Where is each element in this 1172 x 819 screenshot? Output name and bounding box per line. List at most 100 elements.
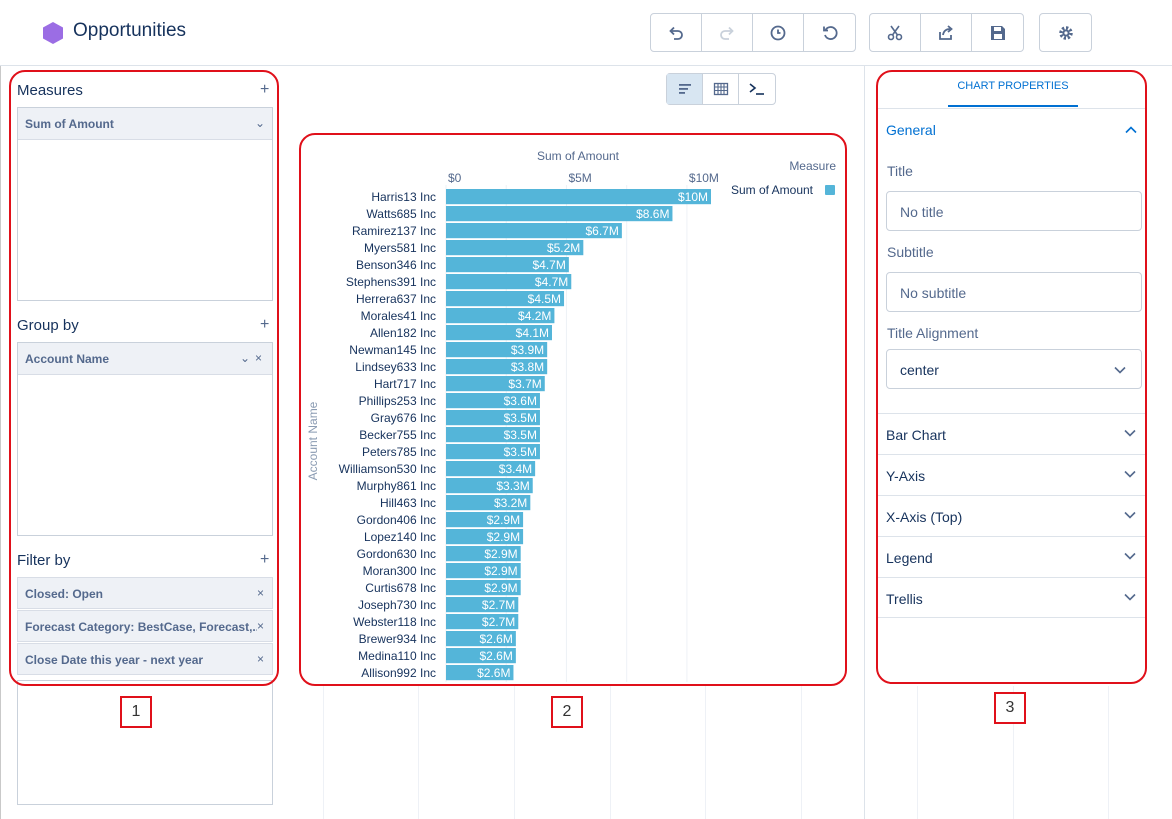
bar[interactable] [446,461,536,477]
bar[interactable] [446,223,622,239]
add-group-button[interactable]: + [260,316,270,333]
annotation-number-2: 2 [551,696,583,728]
chart-view-button[interactable] [667,74,703,104]
category-label: Becker755 Inc [359,428,436,442]
group-by-drop-zone: Account Name ⌄ × [17,342,273,536]
data-label: $3.9M [511,343,544,357]
group-pill[interactable]: Account Name ⌄ × [18,343,272,375]
filter-pill[interactable]: Closed: Open × [17,577,273,609]
accordion-x-axis[interactable]: X-Axis (Top) [877,495,1147,536]
close-icon[interactable]: × [255,351,263,365]
bar[interactable] [446,631,516,647]
close-icon[interactable]: × [256,586,264,600]
title-input[interactable]: No title [886,191,1142,231]
category-label: Medina110 Inc [358,649,436,663]
accordion-legend[interactable]: Legend [877,536,1147,577]
redo-button[interactable] [702,14,753,51]
accordion-general-label[interactable]: General [886,122,936,138]
cut-button[interactable] [870,14,921,51]
close-icon[interactable]: × [256,652,264,666]
bar[interactable] [446,410,540,426]
table-view-button[interactable] [703,74,739,104]
bar[interactable] [446,614,519,630]
page-title: Opportunities [73,20,187,41]
filter-pill[interactable]: Forecast Category: BestCase, Forecast,..… [17,610,273,642]
bar[interactable] [446,206,673,222]
data-label: $3.7M [508,377,541,391]
grid-line [323,686,324,819]
bar[interactable] [446,529,524,545]
legend-swatch[interactable] [825,185,835,195]
data-label: $2.6M [480,632,513,646]
category-label: Herrera637 Inc [356,292,436,306]
bar[interactable] [446,444,540,460]
reset-button[interactable] [804,14,855,51]
bar[interactable] [446,478,533,494]
bar[interactable] [446,274,572,290]
chevron-up-icon[interactable] [1124,123,1138,137]
accordion-trellis[interactable]: Trellis [877,577,1147,618]
data-label: $2.9M [487,513,520,527]
category-label: Webster118 Inc [353,615,436,629]
bar[interactable] [446,359,548,375]
hexagon-logo-icon [43,22,63,44]
measure-pill[interactable]: Sum of Amount ⌄ [18,108,272,140]
chevron-down-icon [1124,429,1136,437]
category-label: Brewer934 Inc [359,632,436,646]
bar[interactable] [446,495,531,511]
bar[interactable] [446,393,540,409]
bar[interactable] [446,546,521,562]
bar[interactable] [446,512,524,528]
close-icon[interactable]: × [256,619,264,633]
query-view-button[interactable] [739,74,775,104]
bar[interactable] [446,580,521,596]
filter-label: Close Date this year - next year [25,653,204,667]
category-label: Williamson530 Inc [339,462,436,476]
bar[interactable] [446,257,569,273]
subtitle-input[interactable]: No subtitle [886,272,1142,312]
y-axis-title: Account Name [306,401,320,480]
category-label: Hill463 Inc [380,496,436,510]
x-tick-label: $5M [568,171,591,185]
chevron-down-icon[interactable]: ⌄ [255,116,266,130]
bar[interactable] [446,342,548,358]
bar[interactable] [446,427,540,443]
bar[interactable] [446,189,711,205]
grid-line [705,686,706,819]
group-by-label: Group by [17,317,79,334]
category-label: Lindsey633 Inc [355,360,436,374]
bar[interactable] [446,648,516,664]
data-label: $6.7M [586,224,619,238]
history-icon [770,25,786,40]
save-button[interactable] [972,14,1023,51]
add-measure-button[interactable]: + [260,81,270,98]
bar[interactable] [446,665,514,681]
filter-pill[interactable]: Close Date this year - next year × [17,643,273,675]
bar[interactable] [446,240,584,256]
tab-chart-properties[interactable]: CHART PROPERTIES [948,80,1078,107]
share-icon [939,24,953,40]
save-icon [990,25,1005,40]
bar[interactable] [446,597,519,613]
data-label: $3.8M [511,360,544,374]
bar[interactable] [446,308,555,324]
bar[interactable] [446,376,545,392]
add-filter-button[interactable]: + [260,551,270,568]
measure-label: Sum of Amount [25,117,114,131]
history-button[interactable] [753,14,804,51]
category-label: Benson346 Inc [356,258,436,272]
chevron-down-icon[interactable]: ⌄ [240,351,251,365]
settings-button[interactable] [1040,14,1091,51]
data-label: $3.5M [504,428,537,442]
bar[interactable] [446,563,521,579]
accordion-bar-chart[interactable]: Bar Chart [877,413,1147,454]
action-toolbar [869,13,1024,52]
undo-button[interactable] [651,14,702,51]
filter-label: Forecast Category: BestCase, Forecast,..… [25,620,263,634]
chevron-down-icon [1124,511,1136,519]
bar[interactable] [446,291,565,307]
share-button[interactable] [921,14,972,51]
accordion-y-axis[interactable]: Y-Axis [877,454,1147,495]
bar[interactable] [446,325,552,341]
title-alignment-select[interactable]: center [886,349,1142,389]
